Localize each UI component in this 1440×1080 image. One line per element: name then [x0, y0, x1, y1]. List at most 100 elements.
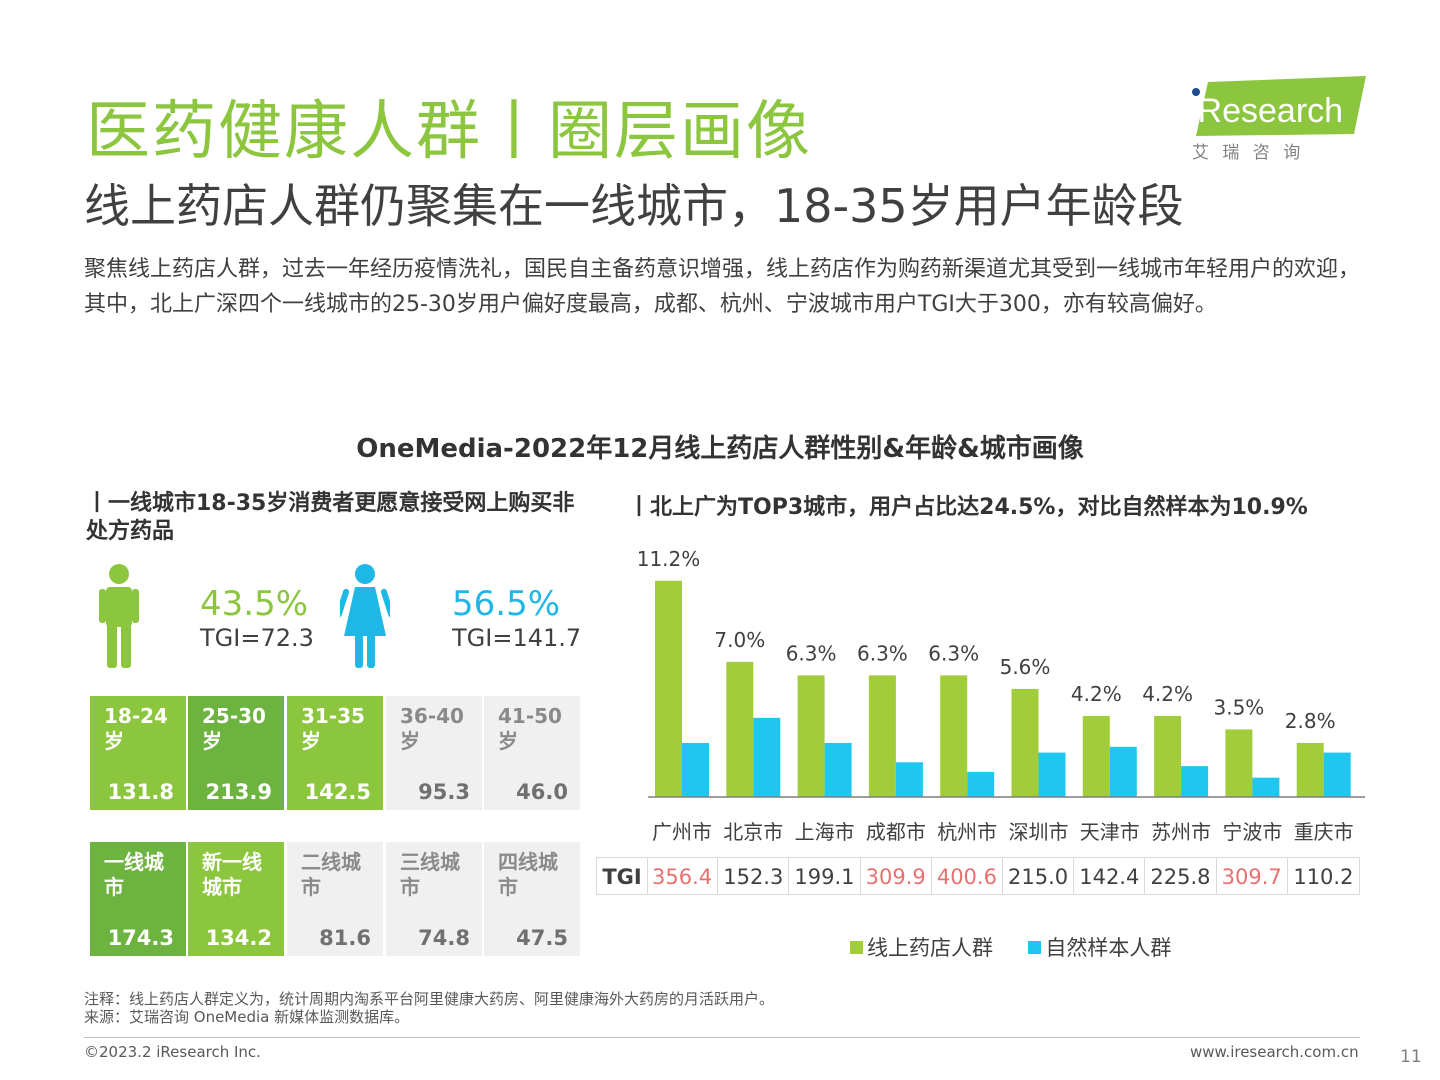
tier-tile-label: 四线城市	[498, 850, 558, 899]
legend-label-online: 线上药店人群	[867, 936, 993, 960]
city-bar-chart: 11.2% 广州市 7.0% 北京市 6.3% 上海市 6.3% 成都市 6.3% 杭州市 5.6%…	[637, 547, 1365, 844]
bar-online-0	[655, 580, 682, 797]
male-pct: 43.5%	[200, 584, 309, 624]
bar-online-9	[1296, 742, 1324, 797]
tier-tile-label: 三线城市	[400, 850, 460, 899]
data-label-3: 6.3%	[857, 641, 908, 665]
page-subtitle: 线上药店人群仍聚集在一线城市，18-35岁用户年龄段	[84, 179, 1184, 233]
footer-notes: 注释：线上药店人群定义为，统计周期内淘系平台阿里健康大药房、阿里健康海外大药房的…	[84, 990, 774, 1026]
tgi-cell-8: 309.7	[1217, 858, 1288, 894]
age-tile-value: 95.3	[418, 780, 470, 804]
tier-tile-value: 134.2	[205, 926, 272, 950]
tier-tile-label: 二线城市	[301, 850, 361, 899]
age-tile-label: 36-40岁	[400, 704, 464, 753]
bar-natural-1	[753, 717, 781, 797]
category-label-6: 天津市	[1080, 820, 1140, 844]
age-tile-label: 18-24岁	[104, 704, 168, 753]
bar-natural-4	[967, 771, 995, 797]
age-tile-label: 25-30岁	[202, 704, 266, 753]
age-tile-36-40: 36-40岁 95.3	[386, 696, 482, 810]
bar-online-7	[1154, 715, 1182, 797]
data-label-1: 7.0%	[714, 628, 765, 652]
chart-title: OneMedia-2022年12月线上药店人群性别&年龄&城市画像	[356, 434, 1084, 464]
footer-source: 来源：艾瑞咨询 OneMedia 新媒体监测数据库。	[84, 1008, 410, 1026]
category-label-0: 广州市	[652, 820, 712, 844]
bar-online-1	[726, 661, 754, 797]
tier-tile-1: 一线城市 174.3	[90, 842, 186, 956]
data-label-9: 2.8%	[1285, 709, 1336, 733]
data-label-7: 4.2%	[1142, 682, 1193, 706]
tgi-cell-1: 152.3	[718, 858, 790, 894]
bar-natural-9	[1323, 752, 1351, 797]
category-label-3: 成都市	[866, 820, 926, 844]
data-label-5: 5.6%	[1000, 655, 1051, 679]
tgi-cell-0: 356.4	[647, 858, 719, 894]
tier-tile-4: 四线城市 47.5	[484, 842, 580, 956]
category-label-8: 宁波市	[1222, 820, 1282, 844]
footer-note: 注释：线上药店人群定义为，统计周期内淘系平台阿里健康大药房、阿里健康海外大药房的…	[84, 990, 775, 1008]
data-label-8: 3.5%	[1213, 695, 1264, 719]
category-label-1: 北京市	[723, 820, 783, 844]
tgi-row-label: TGI	[597, 858, 648, 894]
legend-swatch-online	[850, 941, 863, 954]
tier-tile-2: 二线城市 81.6	[287, 842, 383, 956]
age-tile-41-50: 41-50岁 46.0	[484, 696, 580, 810]
tier-tile-value: 47.5	[516, 926, 568, 950]
tier-tile-label: 新一线城市	[202, 850, 262, 899]
bar-natural-2	[824, 742, 852, 797]
age-tile-value: 131.8	[107, 780, 174, 804]
bar-online-2	[797, 675, 825, 797]
bar-natural-0	[682, 742, 709, 797]
legend-label-natural: 自然样本人群	[1045, 936, 1172, 960]
data-label-4: 6.3%	[928, 641, 979, 665]
category-label-5: 深圳市	[1009, 820, 1069, 844]
tier-tile-new-1: 新一线城市 134.2	[188, 842, 284, 956]
left-section-title: 丨一线城市18-35岁消费者更愿意接受网上购买非处方药品	[86, 491, 575, 544]
copyright: ©2023.2 iResearch Inc.	[84, 1043, 261, 1061]
page-title: 医药健康人群丨圈层画像	[86, 95, 812, 169]
data-label-6: 4.2%	[1071, 682, 1122, 706]
tgi-cell-9: 110.2	[1293, 865, 1354, 889]
category-label-2: 上海市	[795, 820, 855, 844]
right-section-title: 丨北上广为TOP3城市，用户占比达24.5%，对比自然样本为10.9%	[628, 495, 1308, 520]
age-tile-label: 31-35岁	[301, 704, 365, 753]
bar-natural-3	[895, 762, 923, 797]
tier-tile-value: 74.8	[418, 926, 470, 950]
data-label-2: 6.3%	[786, 641, 837, 665]
website-link[interactable]: www.iresearch.com.cn	[1190, 1043, 1359, 1061]
chart-legend: 线上药店人群 自然样本人群	[850, 932, 1171, 962]
tgi-cell-3: 309.9	[861, 858, 932, 894]
tgi-cell-4: 400.6	[932, 858, 1003, 894]
legend-swatch-natural	[1028, 941, 1042, 954]
intro-paragraph: 聚焦线上药店人群，过去一年经历疫情洗礼，国民自主备药意识增强，线上药店作为购药新…	[84, 257, 1361, 317]
tgi-cell-2: 199.1	[789, 858, 861, 894]
logo-cn: 艾 瑞 咨 询	[1192, 143, 1304, 163]
bar-natural-7	[1181, 766, 1209, 797]
age-tile-value: 46.0	[516, 780, 568, 804]
data-label-0: 11.2%	[637, 547, 701, 571]
category-label-7: 苏州市	[1151, 820, 1211, 844]
age-tile-value: 213.9	[205, 780, 272, 804]
footer-divider	[84, 1037, 1360, 1038]
bar-online-3	[868, 675, 896, 797]
female-tgi: TGI=141.7	[452, 624, 582, 652]
bar-online-5	[1011, 688, 1039, 797]
bar-online-4	[940, 675, 968, 797]
iresearch-logo: iResearch 艾 瑞 咨 询	[1190, 76, 1366, 163]
category-label-4: 杭州市	[937, 820, 997, 844]
bar-online-6	[1082, 715, 1110, 797]
logo-brand: iResearch	[1190, 92, 1343, 130]
tier-tile-value: 174.3	[107, 926, 174, 950]
bar-natural-6	[1109, 746, 1137, 797]
male-icon	[99, 564, 139, 668]
tier-tile-label: 一线城市	[104, 850, 164, 899]
age-tile-18-24: 18-24岁 131.8	[90, 696, 186, 810]
tgi-table: TGI 356.4 152.3 199.1 309.9 400.6 215.0 142.4 2…	[596, 857, 1360, 895]
tier-tile-3: 三线城市 74.8	[386, 842, 482, 956]
male-tgi: TGI=72.3	[200, 624, 314, 652]
page-number: 11	[1400, 1047, 1422, 1067]
category-label-9: 重庆市	[1294, 820, 1354, 844]
bar-natural-8	[1252, 777, 1280, 797]
age-tile-value: 142.5	[304, 780, 371, 804]
bar-online-8	[1225, 729, 1253, 797]
